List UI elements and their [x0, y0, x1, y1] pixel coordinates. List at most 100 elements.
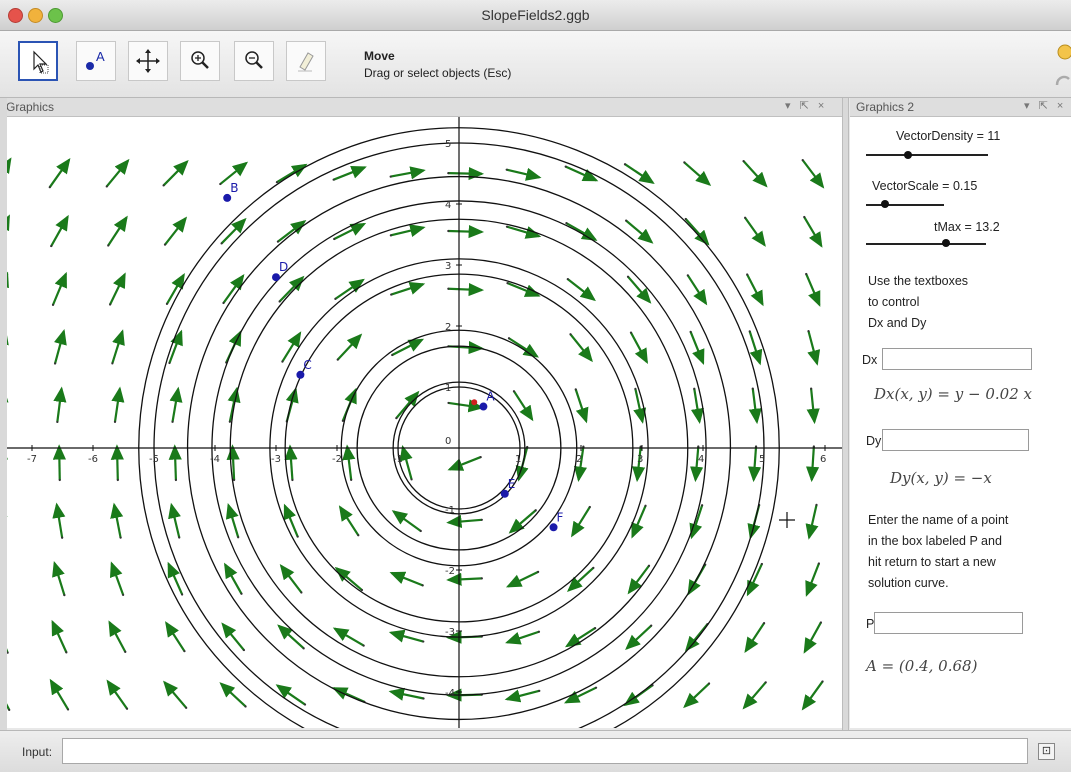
dy-formula: Dy(x, y) = −x	[890, 469, 992, 487]
vector-scale-knob[interactable]	[881, 200, 889, 208]
instructions-line-1: Use the textboxes	[868, 274, 968, 288]
dx-textbox[interactable]	[882, 348, 1032, 370]
direction-vector	[508, 572, 538, 587]
direction-vector	[55, 563, 65, 595]
current-tool-label: Move	[364, 49, 395, 63]
direction-vector	[753, 389, 757, 422]
p-textbox[interactable]	[874, 612, 1023, 634]
input-help-button[interactable]: ⊡	[1038, 743, 1055, 760]
vector-base-dot	[52, 304, 54, 306]
direction-vector	[809, 331, 818, 363]
direction-vector	[812, 447, 814, 480]
direction-vector	[164, 682, 186, 708]
direction-vector	[7, 621, 8, 652]
y-tick-label: -2	[445, 566, 455, 577]
direction-vector	[748, 564, 762, 594]
direction-vector	[744, 682, 766, 707]
vector-base-dot	[589, 506, 591, 508]
dy-textbox[interactable]	[882, 429, 1029, 451]
direction-vector	[285, 506, 298, 537]
tmax-knob[interactable]	[942, 239, 950, 247]
vector-scale-slider[interactable]	[866, 204, 944, 206]
vector-base-dot	[650, 625, 652, 627]
vector-base-dot	[168, 362, 170, 364]
redo-icon[interactable]	[1053, 71, 1071, 89]
vector-density-knob[interactable]	[904, 151, 912, 159]
vector-base-dot	[390, 176, 392, 178]
direction-vector	[448, 578, 482, 580]
direction-vector	[338, 335, 361, 359]
direction-vector	[803, 160, 823, 187]
vector-base-dot	[422, 584, 424, 586]
vector-base-dot	[109, 303, 111, 305]
vector-base-dot	[219, 183, 221, 185]
vector-base-dot	[813, 445, 815, 447]
direction-vector	[336, 568, 362, 590]
vector-base-dot	[508, 337, 510, 339]
vector-base-dot	[61, 537, 63, 539]
vector-base-dot	[54, 362, 56, 364]
direction-vector	[394, 511, 421, 531]
direction-vector	[507, 632, 539, 643]
vector-density-slider[interactable]	[866, 154, 988, 156]
direction-vector	[280, 277, 303, 301]
graphics-panel-controls[interactable]: ▾ ⇱ ×	[785, 99, 827, 112]
vector-base-dot	[49, 186, 51, 188]
direction-vector	[55, 331, 64, 363]
direction-vector	[806, 274, 819, 305]
direction-vector	[169, 564, 183, 595]
input-label: Input:	[22, 745, 52, 759]
point-label-b: B	[230, 181, 238, 195]
vector-base-dot	[244, 705, 246, 707]
vector-base-dot	[277, 241, 279, 243]
move-graphics-view-button[interactable]	[128, 41, 168, 81]
panel-divider[interactable]	[842, 98, 849, 730]
x-tick-label: 3	[637, 454, 643, 465]
direction-vector	[688, 275, 706, 303]
toolbar: A Move Drag or select objects (Esc)	[0, 31, 1071, 98]
vector-base-dot	[538, 631, 540, 633]
vector-base-dot	[334, 298, 336, 300]
instructions2-line-4: solution curve.	[868, 576, 949, 590]
move-cross-icon	[134, 47, 162, 75]
direction-vector	[391, 633, 423, 642]
tmax-label: tMax = 13.2	[934, 220, 1000, 234]
direction-vector	[107, 161, 128, 187]
dx-formula: Dx(x, y) = y − 0.02 x	[874, 385, 1032, 403]
point-tool-button[interactable]: A	[76, 41, 116, 81]
vector-base-dot	[119, 537, 121, 539]
tmax-slider[interactable]	[866, 243, 986, 245]
y-tick-label: -3	[445, 627, 455, 638]
eraser-button[interactable]	[286, 41, 326, 81]
zoom-out-button[interactable]	[234, 41, 274, 81]
vector-base-dot	[538, 690, 540, 692]
vector-base-dot	[685, 218, 687, 220]
zoom-in-button[interactable]	[180, 41, 220, 81]
direction-vector	[686, 624, 707, 650]
direction-vector	[805, 622, 821, 651]
direction-vector	[334, 167, 365, 179]
move-tool-button[interactable]	[18, 41, 58, 81]
arrow-pointer-icon	[25, 48, 53, 76]
direction-vector	[50, 160, 69, 187]
vector-base-dot	[59, 479, 61, 481]
direction-vector	[51, 217, 67, 246]
point-label-e: E	[508, 477, 516, 491]
zoom-out-icon	[240, 47, 268, 75]
vector-base-dot	[565, 166, 567, 168]
vector-base-dot	[480, 456, 482, 458]
direction-vector	[803, 681, 823, 708]
input-field[interactable]	[62, 738, 1028, 764]
vector-base-dot	[395, 417, 397, 419]
x-tick-label: 5	[759, 454, 765, 465]
crosshair-cursor	[779, 512, 795, 528]
direction-vector	[221, 684, 246, 707]
vector-base-dot	[447, 230, 449, 232]
graphics2-panel-controls[interactable]: ▾ ⇱ ×	[1024, 99, 1066, 112]
direction-vector	[747, 274, 762, 304]
vector-base-dot	[278, 300, 280, 302]
undo-icon[interactable]	[1053, 43, 1071, 61]
direction-vector	[448, 520, 481, 523]
